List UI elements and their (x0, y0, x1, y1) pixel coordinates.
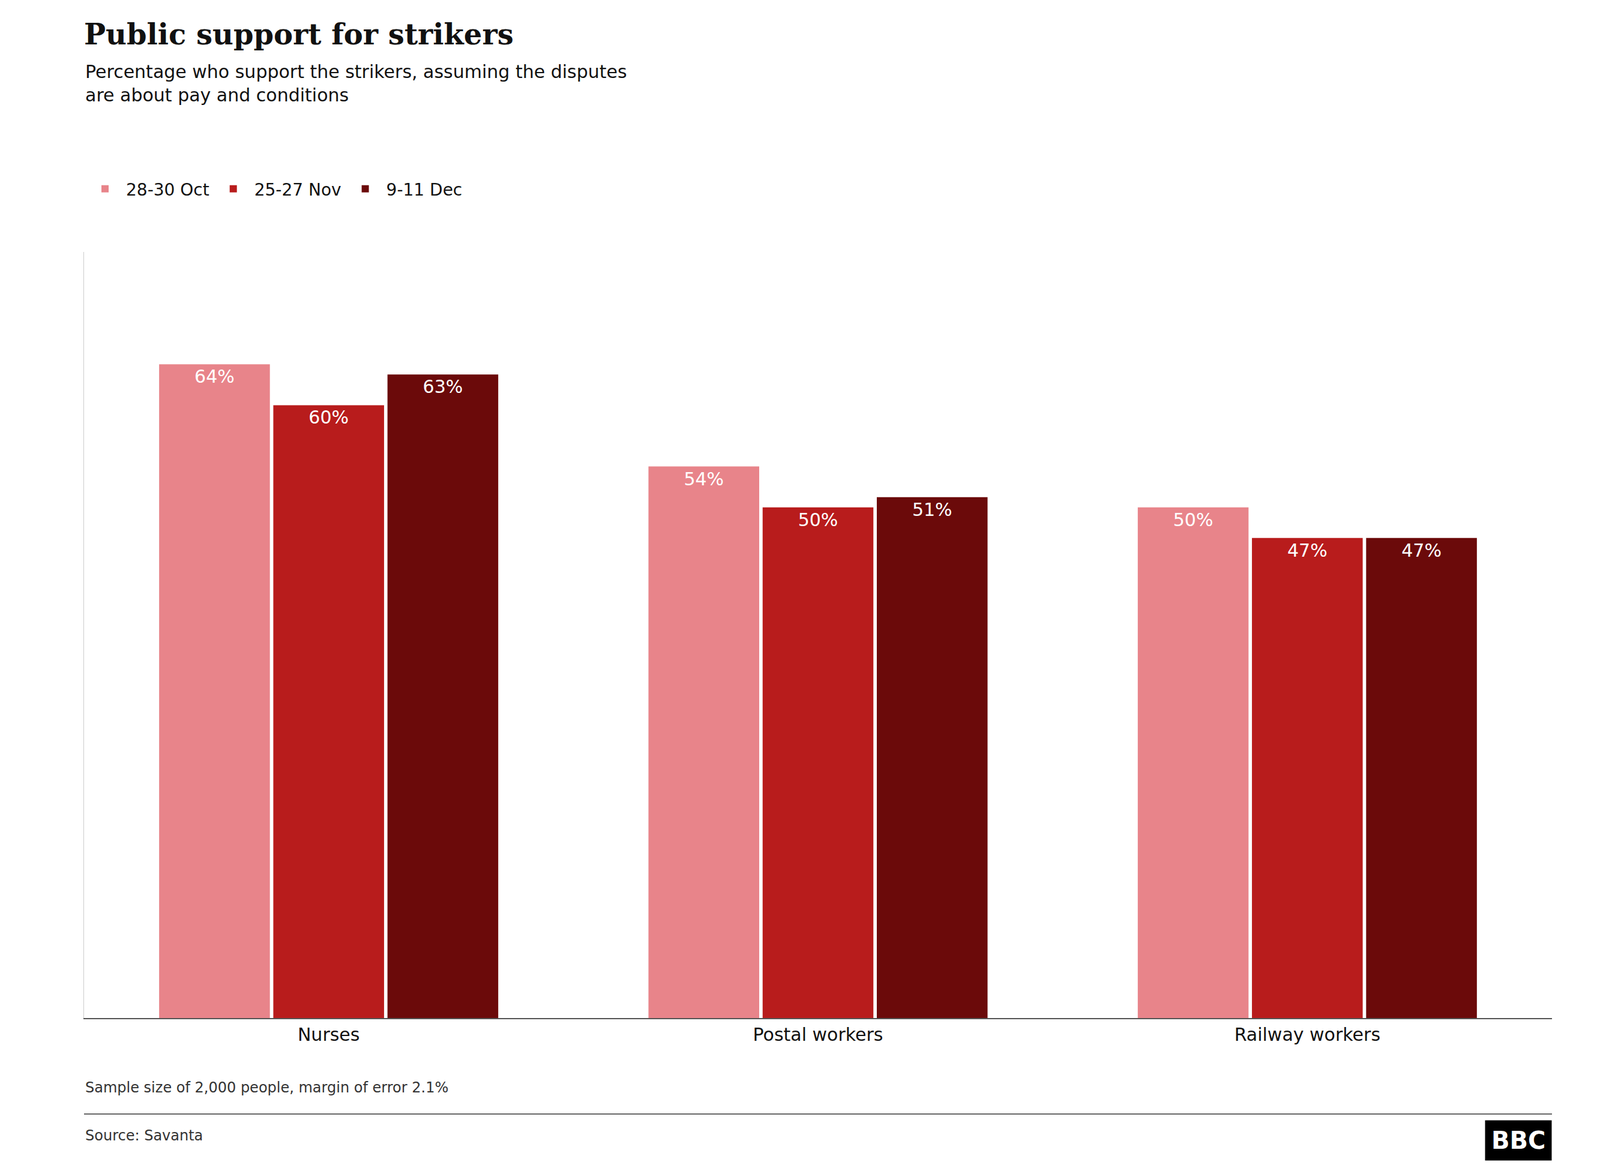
svg-text:Postal workers: Postal workers (753, 1024, 884, 1046)
svg-text:BBC: BBC (1491, 1127, 1546, 1155)
svg-text:Public support for strikers: Public support for strikers (84, 17, 514, 52)
svg-text:Railway workers: Railway workers (1234, 1024, 1381, 1046)
svg-text:Nurses: Nurses (297, 1024, 361, 1046)
svg-text:63%: 63% (423, 376, 464, 398)
svg-text:Sample size of 2,000 people, m: Sample size of 2,000 people, margin of e… (85, 1079, 449, 1097)
svg-text:25-27 Nov: 25-27 Nov (254, 180, 342, 200)
svg-text:50%: 50% (798, 509, 839, 531)
svg-text:51%: 51% (912, 499, 953, 521)
svg-text:47%: 47% (1401, 540, 1442, 562)
svg-text:60%: 60% (308, 406, 349, 428)
svg-text:28-30 Oct: 28-30 Oct (126, 180, 210, 200)
svg-text:9-11 Dec: 9-11 Dec (386, 180, 463, 200)
svg-text:50%: 50% (1173, 509, 1214, 531)
svg-text:47%: 47% (1287, 540, 1328, 562)
svg-text:54%: 54% (683, 468, 724, 490)
svg-text:64%: 64% (194, 366, 235, 388)
svg-text:Source: Savanta: Source: Savanta (85, 1127, 203, 1145)
svg-text:Percentage who support the str: Percentage who support the strikers, ass… (85, 61, 628, 106)
